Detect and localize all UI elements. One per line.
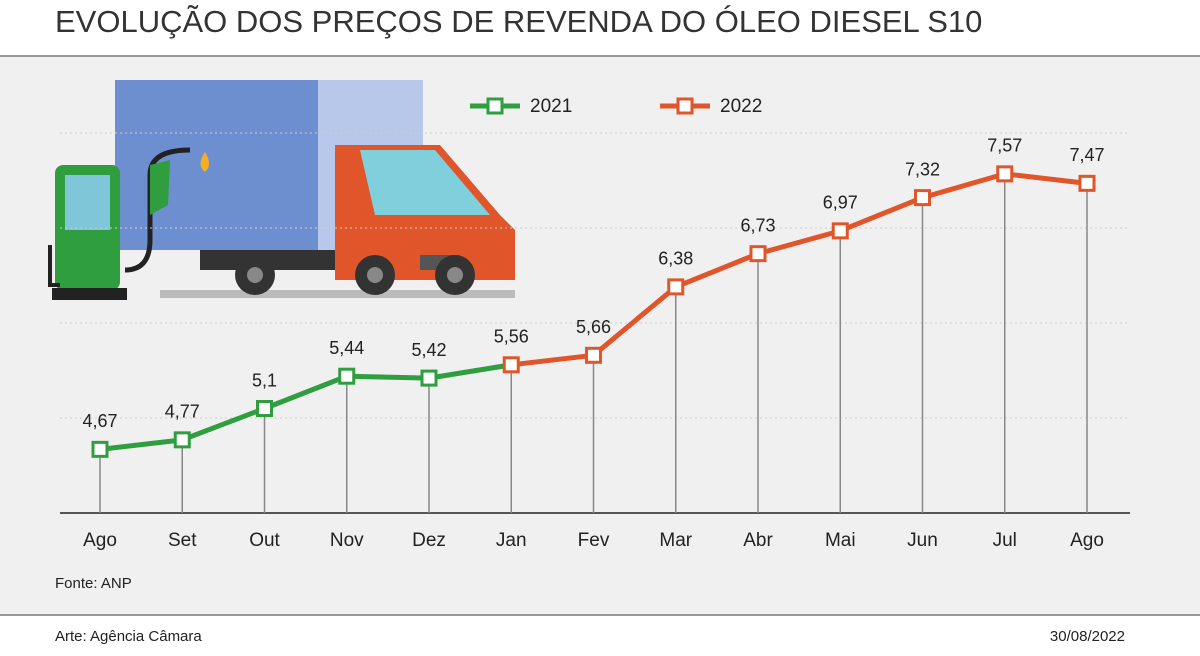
credit: Arte: Agência Câmara xyxy=(55,628,202,645)
marker xyxy=(996,165,1014,183)
x-tick-label: Abr xyxy=(743,530,773,551)
legend-label: 2021 xyxy=(530,96,572,117)
value-label: 7,32 xyxy=(905,159,940,179)
value-label: 5,66 xyxy=(576,317,611,337)
value-label: 6,73 xyxy=(740,215,775,235)
x-tick-label: Fev xyxy=(578,530,610,551)
x-tick-label: Jul xyxy=(993,530,1017,551)
marker xyxy=(831,222,849,240)
series-line xyxy=(510,171,1088,368)
x-tick-label: Jun xyxy=(907,530,938,551)
marker xyxy=(256,400,273,417)
value-label: 4,67 xyxy=(82,411,117,431)
value-label: 5,1 xyxy=(252,370,277,390)
legend-marker xyxy=(676,97,694,115)
x-tick-label: Nov xyxy=(330,530,364,551)
marker xyxy=(502,356,520,374)
x-tick-label: Out xyxy=(249,530,280,551)
value-label: 6,97 xyxy=(823,193,858,213)
value-label: 5,56 xyxy=(494,327,529,347)
marker xyxy=(173,431,191,449)
date: 30/08/2022 xyxy=(1050,628,1125,645)
x-tick-label: Ago xyxy=(83,530,117,551)
source: Fonte: ANP xyxy=(55,575,132,592)
value-label: 7,57 xyxy=(987,136,1022,156)
value-label: 7,47 xyxy=(1069,145,1104,165)
legend-label: 2022 xyxy=(720,96,762,117)
value-label: 4,77 xyxy=(165,402,200,422)
value-label: 5,42 xyxy=(411,340,446,360)
x-tick-label: Jan xyxy=(496,530,527,551)
chart-title: EVOLUÇÃO DOS PREÇOS DE REVENDA DO ÓLEO D… xyxy=(55,4,982,39)
marker xyxy=(91,440,109,458)
marker xyxy=(1078,174,1096,192)
legend-marker xyxy=(486,97,504,115)
value-label: 5,44 xyxy=(329,338,364,358)
x-tick-label: Ago xyxy=(1070,530,1104,551)
x-tick-label: Mar xyxy=(659,530,692,551)
marker xyxy=(420,369,438,387)
marker xyxy=(914,189,931,207)
marker xyxy=(667,278,685,296)
series-line xyxy=(99,362,512,452)
marker xyxy=(749,245,767,263)
x-tick-label: Mai xyxy=(825,530,856,551)
x-tick-label: Set xyxy=(168,530,197,551)
marker xyxy=(585,346,602,364)
value-label: 6,38 xyxy=(658,249,693,269)
truck-illustration xyxy=(48,80,515,300)
marker xyxy=(338,367,356,385)
x-tick-label: Dez xyxy=(412,530,446,551)
